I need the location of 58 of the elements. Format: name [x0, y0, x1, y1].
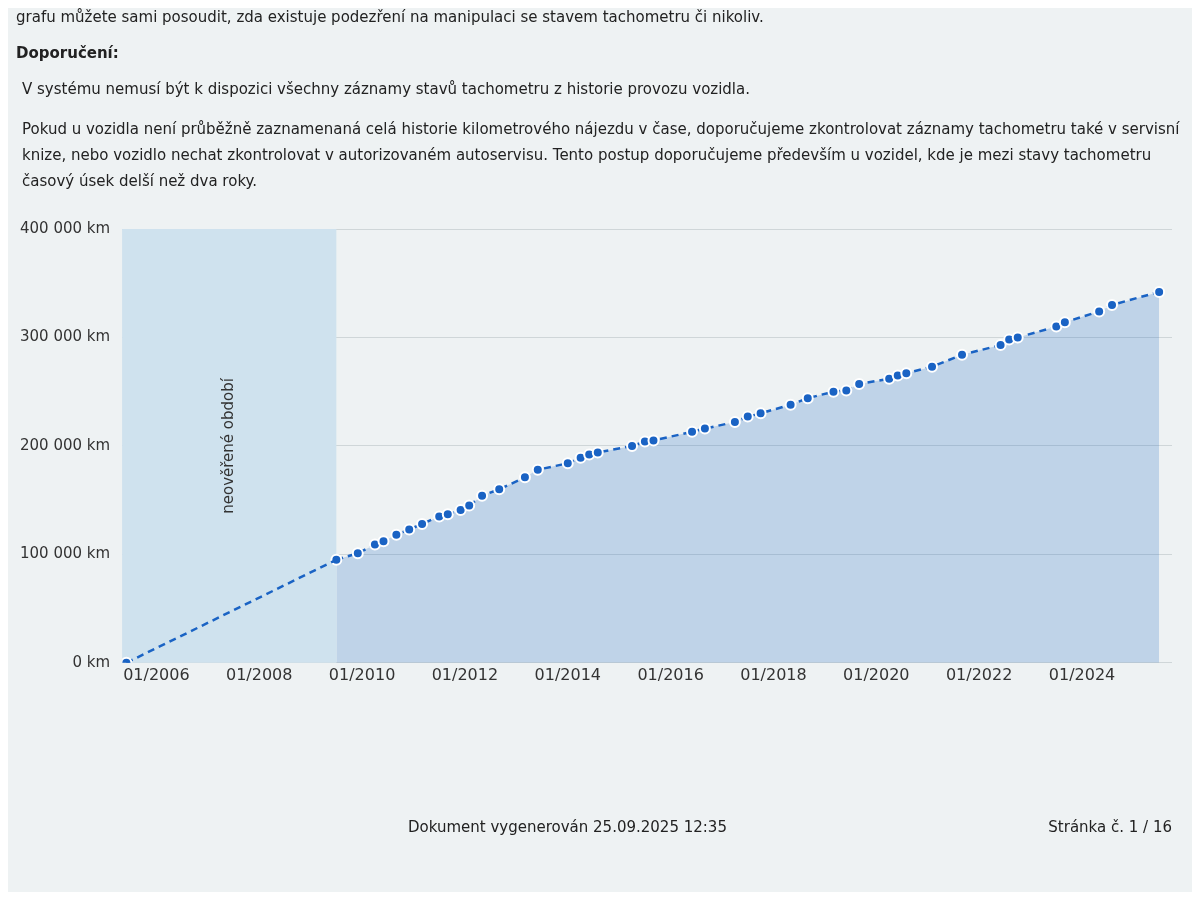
x-tick-label: 01/2012: [431, 664, 499, 684]
point: [1106, 298, 1119, 311]
point: [784, 398, 797, 411]
point: [403, 523, 416, 536]
point: [561, 457, 574, 470]
point: [754, 407, 767, 420]
point: [531, 463, 544, 476]
point: [686, 425, 699, 438]
point: [463, 499, 476, 512]
point: [956, 348, 969, 361]
text: Stránka č. 1 / 16: [1048, 818, 1172, 836]
point: [741, 410, 754, 423]
point: [1058, 316, 1071, 329]
text: grafu můžete sami posoudit, zda existuje podezření na manipulaci se stavem tachometru či nikoliv.: [16, 8, 765, 26]
y-tick-label: 200 000 km: [19, 435, 111, 454]
point: [801, 392, 814, 405]
point: [994, 339, 1007, 352]
x-tick-label: 01/2020: [843, 664, 910, 684]
point: [728, 416, 741, 429]
x-tick-label: 01/2010: [328, 664, 396, 684]
x-tick-label: 01/2008: [225, 664, 293, 684]
x-tick-label: 01/2006: [123, 664, 190, 684]
x-tick-label: 01/2014: [534, 664, 601, 684]
text: V systému nemusí být k dispozici všechny záznamy stavů tachometru z historie provozu vozidla.: [21, 79, 751, 100]
point: [493, 483, 506, 496]
point: [591, 446, 604, 459]
x-tick-label: 01/2018: [740, 664, 807, 684]
point: [647, 434, 660, 447]
point: [926, 360, 939, 373]
point: [1093, 305, 1106, 318]
point: [698, 422, 711, 435]
point: [1153, 285, 1166, 298]
x-tick-label: 01/2022: [945, 664, 1013, 684]
y-tick-label: 0 km: [72, 652, 111, 671]
point: [1050, 320, 1063, 333]
y-tick-label: 400 000 km: [19, 218, 111, 237]
point: [377, 535, 390, 548]
point: [1011, 331, 1024, 344]
point: [827, 385, 840, 398]
x-tick-label: 01/2024: [1048, 664, 1116, 684]
point: [416, 517, 429, 530]
y-tick-label: 300 000 km: [19, 327, 111, 346]
point: [476, 489, 489, 502]
chart-title: Doporučení:: [16, 44, 120, 62]
x-tick-label: 01/2016: [637, 664, 704, 684]
point: [351, 547, 364, 560]
point: [900, 367, 913, 380]
point: [441, 508, 454, 521]
point: [390, 528, 403, 541]
band-label: neověřené období: [219, 377, 238, 514]
point: [853, 378, 866, 391]
point: [454, 503, 467, 516]
text: Pokud u vozidla není průběžně zaznamenaná celá historie kilometrového nájezdu v čase, doporučujeme zkontrolovat záznamy tachometru také v servisní knize, nebo vozidlo nechat zkontrolovat v autorizovaném autoservisu. Tento postup doporučujeme především u vozidel, kde je mezi stavy tachometru časový úsek delší než dva roky.: [21, 119, 1181, 192]
y-tick-label: 100 000 km: [19, 544, 111, 563]
point: [626, 439, 639, 452]
point: [518, 471, 531, 484]
text: Dokument vygenerován 25.09.2025 12:35: [408, 818, 727, 836]
point: [840, 384, 853, 397]
